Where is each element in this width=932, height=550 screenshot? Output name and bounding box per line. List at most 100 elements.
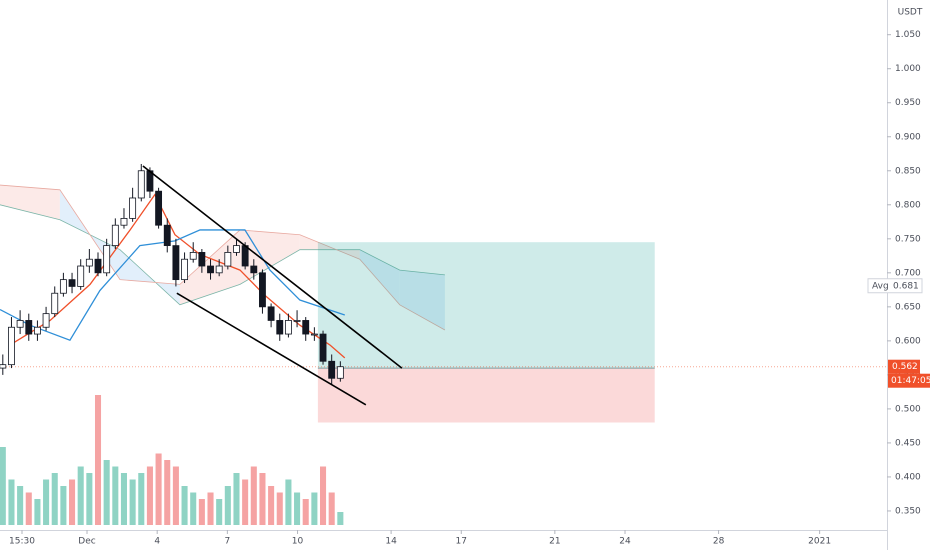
volume-bar [328, 492, 335, 525]
y-tick-label: 0.400 [895, 472, 921, 482]
volume-bar [276, 492, 283, 525]
y-tick-label: 0.650 [895, 302, 921, 312]
avg-value: 0.681 [893, 281, 919, 291]
candle-body [137, 170, 145, 199]
currency-label: USDT [898, 8, 923, 18]
volume-bar [337, 512, 344, 525]
candle-body [250, 265, 258, 274]
countdown-box [888, 373, 930, 388]
candle-body [51, 292, 59, 315]
candle-body [241, 245, 249, 267]
volume-bar [60, 486, 67, 525]
volume-bar [94, 395, 102, 525]
volume-bar [242, 479, 249, 525]
volume-bar [259, 473, 266, 525]
x-tick-label: 7 [224, 537, 230, 547]
volume-bar [164, 460, 171, 525]
volume-bar [120, 473, 128, 525]
volume-bar [172, 466, 179, 525]
stop-zone [317, 368, 655, 423]
candle-body [103, 245, 111, 274]
candle-body [59, 279, 67, 294]
avg-box [867, 278, 923, 294]
candle-body [233, 245, 240, 253]
volume-bar [86, 473, 93, 525]
y-tick-label: 0.750 [895, 234, 921, 244]
cloud-segment [359, 249, 400, 305]
candle-body [25, 320, 33, 335]
x-tick-label: 21 [549, 537, 560, 547]
candle-body [16, 320, 24, 328]
y-tick-label: 0.900 [895, 132, 921, 142]
y-tick-label: 0.800 [895, 200, 921, 210]
volume-bar [146, 466, 153, 525]
candle-body [284, 320, 292, 335]
cloud-line [0, 204, 445, 306]
candle-body [0, 364, 7, 369]
avg-label: Avg [872, 281, 889, 291]
volume-bar [138, 473, 145, 525]
candle-body [77, 265, 85, 287]
y-tick-label: 0.500 [895, 404, 921, 414]
x-tick-label: 4 [154, 537, 160, 547]
target-zone [317, 242, 655, 369]
volume-bar [216, 499, 223, 525]
candle-body [336, 366, 344, 379]
candle-body [155, 190, 163, 226]
y-tick-label: 0.450 [895, 438, 921, 448]
candle-body [319, 333, 327, 362]
candle-body [198, 252, 206, 267]
candle-body [111, 224, 119, 247]
candle-body [215, 265, 223, 274]
candle-body [42, 313, 50, 328]
countdown-label: 01:47:05 [891, 376, 931, 386]
volume-bar [285, 479, 292, 525]
x-tick-label: 2021 [808, 537, 831, 547]
candle-body [189, 252, 197, 260]
y-tick-label: 0.600 [895, 336, 921, 346]
x-tick-label: 10 [292, 537, 304, 547]
volume-bar [103, 460, 110, 525]
volume-bar [250, 466, 257, 525]
candle-body [68, 279, 76, 287]
last-price-label: 0.562 [892, 362, 918, 372]
volume-bar [25, 492, 32, 525]
volume-bar [69, 479, 76, 525]
cloud-segment [399, 270, 445, 330]
candle-body [276, 320, 284, 335]
volume-bar [233, 473, 240, 525]
candle-body [224, 252, 232, 267]
volume-bar [207, 492, 214, 525]
candle-body [328, 360, 336, 379]
last-price-box [888, 359, 920, 374]
volume-bar [302, 499, 309, 525]
y-tick-label: 0.350 [895, 506, 921, 516]
candle-body [259, 272, 266, 308]
y-tick-label: 1.050 [895, 30, 921, 40]
volume-bar [155, 453, 162, 525]
volume-bar [8, 479, 15, 525]
volume-bar [112, 466, 119, 525]
indicator-line [0, 229, 345, 341]
y-tick-label: 1.000 [895, 64, 921, 74]
candle-body [163, 224, 171, 247]
volume-bar [34, 499, 41, 525]
x-tick-label: 28 [713, 537, 725, 547]
y-tick-label: 0.950 [895, 98, 921, 108]
volume-bar [17, 486, 24, 525]
volume-bar [190, 492, 197, 525]
candle-body [8, 326, 15, 366]
x-tick-label: 15:30 [9, 537, 35, 547]
volume-bar [51, 473, 58, 525]
volume-bar [294, 492, 301, 525]
volume-bar [198, 499, 205, 525]
candle-body [302, 320, 310, 335]
trendline [176, 292, 367, 406]
y-tick-label: 0.700 [895, 268, 921, 278]
volume-bar [0, 447, 6, 525]
candle-body [85, 258, 93, 267]
candle-body [120, 217, 128, 226]
volume-bar [311, 492, 318, 525]
